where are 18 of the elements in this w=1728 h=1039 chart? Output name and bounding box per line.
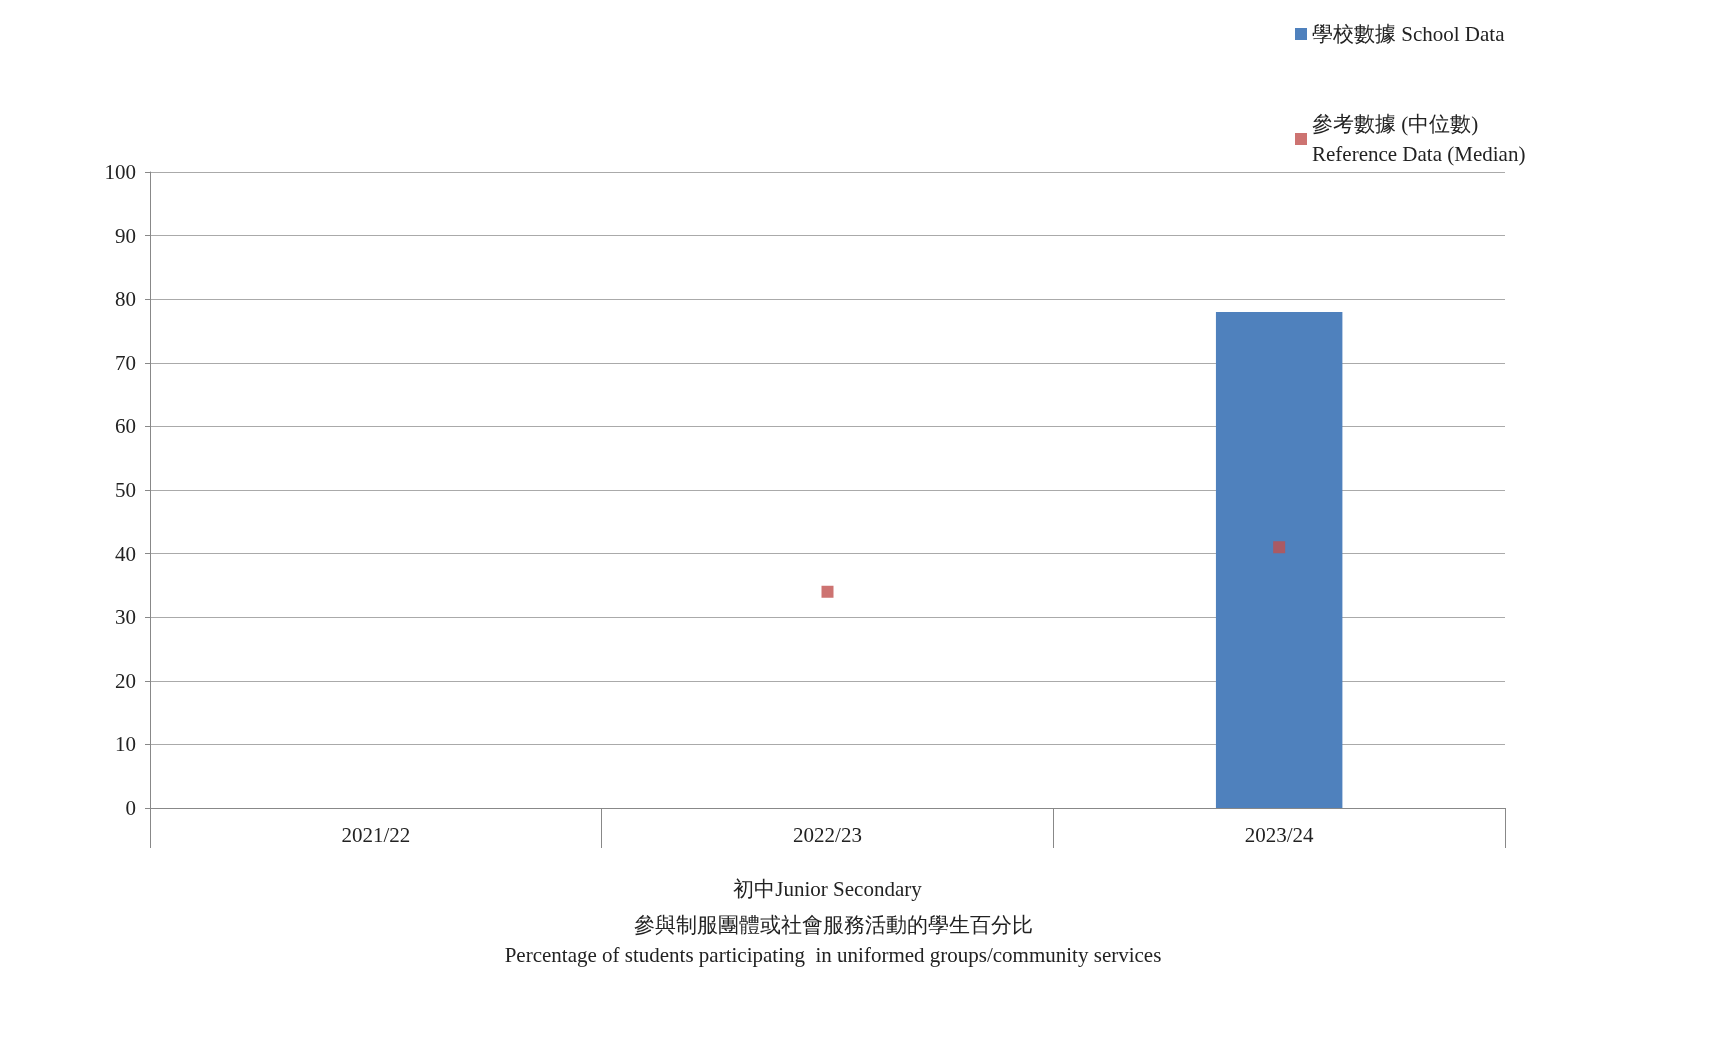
y-tick-label: 70	[115, 350, 136, 375]
y-tick-label: 80	[115, 287, 136, 312]
y-tick-label: 90	[115, 223, 136, 248]
x-tick-label: 2021/22	[341, 822, 411, 847]
legend-label: 參考數據 (中位數) Reference Data (Median)	[1312, 112, 1526, 166]
x-axis-title: 初中Junior Secondary	[733, 876, 923, 901]
x-tick-label: 2022/23	[793, 822, 862, 847]
text: 參與制服團體或社會服務活動的學生百分比 Percentage of students participating in uniformed groups/community services	[504, 913, 1162, 967]
legend-label: 學校數據 School Data	[1312, 22, 1506, 46]
y-tick-label: 30	[115, 605, 136, 630]
y-tick-label: 20	[115, 668, 136, 693]
y-tick-label: 10	[115, 732, 136, 757]
x-tick-label: 2023/24	[1244, 822, 1315, 847]
y-tick-label: 0	[125, 796, 136, 820]
y-tick-label: 50	[115, 478, 136, 502]
y-tick-label: 60	[115, 414, 136, 439]
y-tick-label: 40	[115, 541, 136, 566]
y-tick-label: 100	[104, 160, 136, 184]
